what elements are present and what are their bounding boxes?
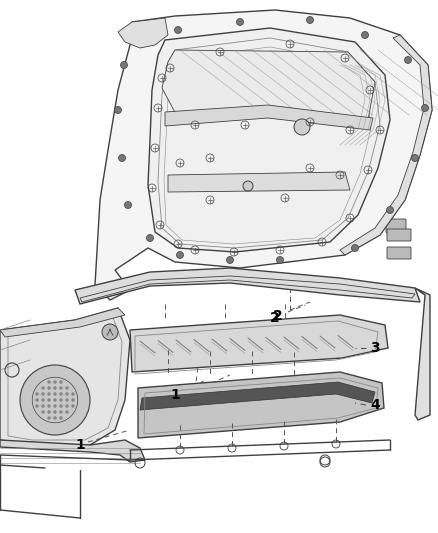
Circle shape: [60, 399, 63, 401]
Circle shape: [307, 17, 314, 23]
Circle shape: [35, 392, 39, 395]
FancyBboxPatch shape: [386, 184, 406, 198]
Circle shape: [42, 386, 45, 390]
Polygon shape: [138, 372, 384, 438]
Circle shape: [66, 405, 68, 408]
Circle shape: [42, 399, 45, 401]
Circle shape: [66, 386, 68, 390]
FancyBboxPatch shape: [386, 219, 406, 233]
Circle shape: [47, 405, 50, 408]
FancyBboxPatch shape: [387, 247, 411, 259]
FancyBboxPatch shape: [236, 220, 290, 262]
Circle shape: [66, 392, 68, 395]
Circle shape: [47, 386, 50, 390]
Polygon shape: [165, 105, 373, 130]
Circle shape: [47, 410, 50, 414]
FancyBboxPatch shape: [252, 119, 274, 135]
Circle shape: [35, 405, 39, 408]
Polygon shape: [162, 50, 375, 120]
Circle shape: [174, 27, 181, 34]
Circle shape: [60, 386, 63, 390]
FancyBboxPatch shape: [386, 149, 406, 163]
Circle shape: [71, 392, 74, 395]
Circle shape: [226, 256, 233, 263]
Circle shape: [53, 405, 57, 408]
Circle shape: [119, 155, 126, 161]
Circle shape: [124, 201, 131, 208]
Circle shape: [114, 107, 121, 114]
Polygon shape: [0, 440, 145, 462]
Text: 2: 2: [273, 309, 283, 323]
Circle shape: [47, 381, 50, 384]
Text: 4: 4: [370, 398, 380, 412]
Text: 2: 2: [270, 311, 280, 325]
Circle shape: [276, 256, 283, 263]
Text: 1: 1: [75, 438, 85, 452]
Text: 1: 1: [170, 388, 180, 402]
Circle shape: [60, 392, 63, 395]
Circle shape: [60, 416, 63, 419]
Circle shape: [102, 324, 118, 340]
Circle shape: [66, 399, 68, 401]
Circle shape: [35, 399, 39, 401]
Circle shape: [42, 405, 45, 408]
Circle shape: [177, 252, 184, 259]
Circle shape: [42, 410, 45, 414]
Polygon shape: [0, 308, 125, 337]
Circle shape: [53, 399, 57, 401]
Circle shape: [71, 399, 74, 401]
Circle shape: [71, 405, 74, 408]
Polygon shape: [75, 268, 420, 304]
Circle shape: [66, 410, 68, 414]
Circle shape: [146, 235, 153, 241]
Circle shape: [60, 405, 63, 408]
FancyBboxPatch shape: [227, 119, 249, 135]
Circle shape: [60, 410, 63, 414]
Polygon shape: [0, 308, 130, 445]
Circle shape: [53, 410, 57, 414]
Text: 3: 3: [370, 341, 380, 355]
Circle shape: [53, 392, 57, 395]
Polygon shape: [130, 315, 388, 372]
Polygon shape: [168, 172, 350, 192]
Circle shape: [47, 399, 50, 401]
Circle shape: [42, 392, 45, 395]
Circle shape: [53, 416, 57, 419]
Polygon shape: [415, 288, 430, 420]
Polygon shape: [148, 28, 390, 252]
Circle shape: [361, 31, 368, 38]
Polygon shape: [140, 382, 375, 410]
Polygon shape: [95, 10, 432, 300]
Circle shape: [411, 155, 418, 161]
Circle shape: [243, 181, 253, 191]
Circle shape: [47, 416, 50, 419]
Circle shape: [405, 56, 411, 63]
Polygon shape: [340, 35, 432, 255]
Circle shape: [294, 119, 310, 135]
FancyBboxPatch shape: [222, 185, 293, 243]
Circle shape: [352, 245, 358, 252]
Circle shape: [53, 386, 57, 390]
Polygon shape: [118, 18, 168, 48]
Circle shape: [237, 19, 244, 26]
Circle shape: [60, 381, 63, 384]
Circle shape: [120, 61, 127, 69]
Circle shape: [421, 104, 428, 111]
FancyBboxPatch shape: [387, 229, 411, 241]
Circle shape: [20, 365, 90, 435]
Circle shape: [386, 206, 393, 214]
Circle shape: [53, 381, 57, 384]
Circle shape: [47, 392, 50, 395]
